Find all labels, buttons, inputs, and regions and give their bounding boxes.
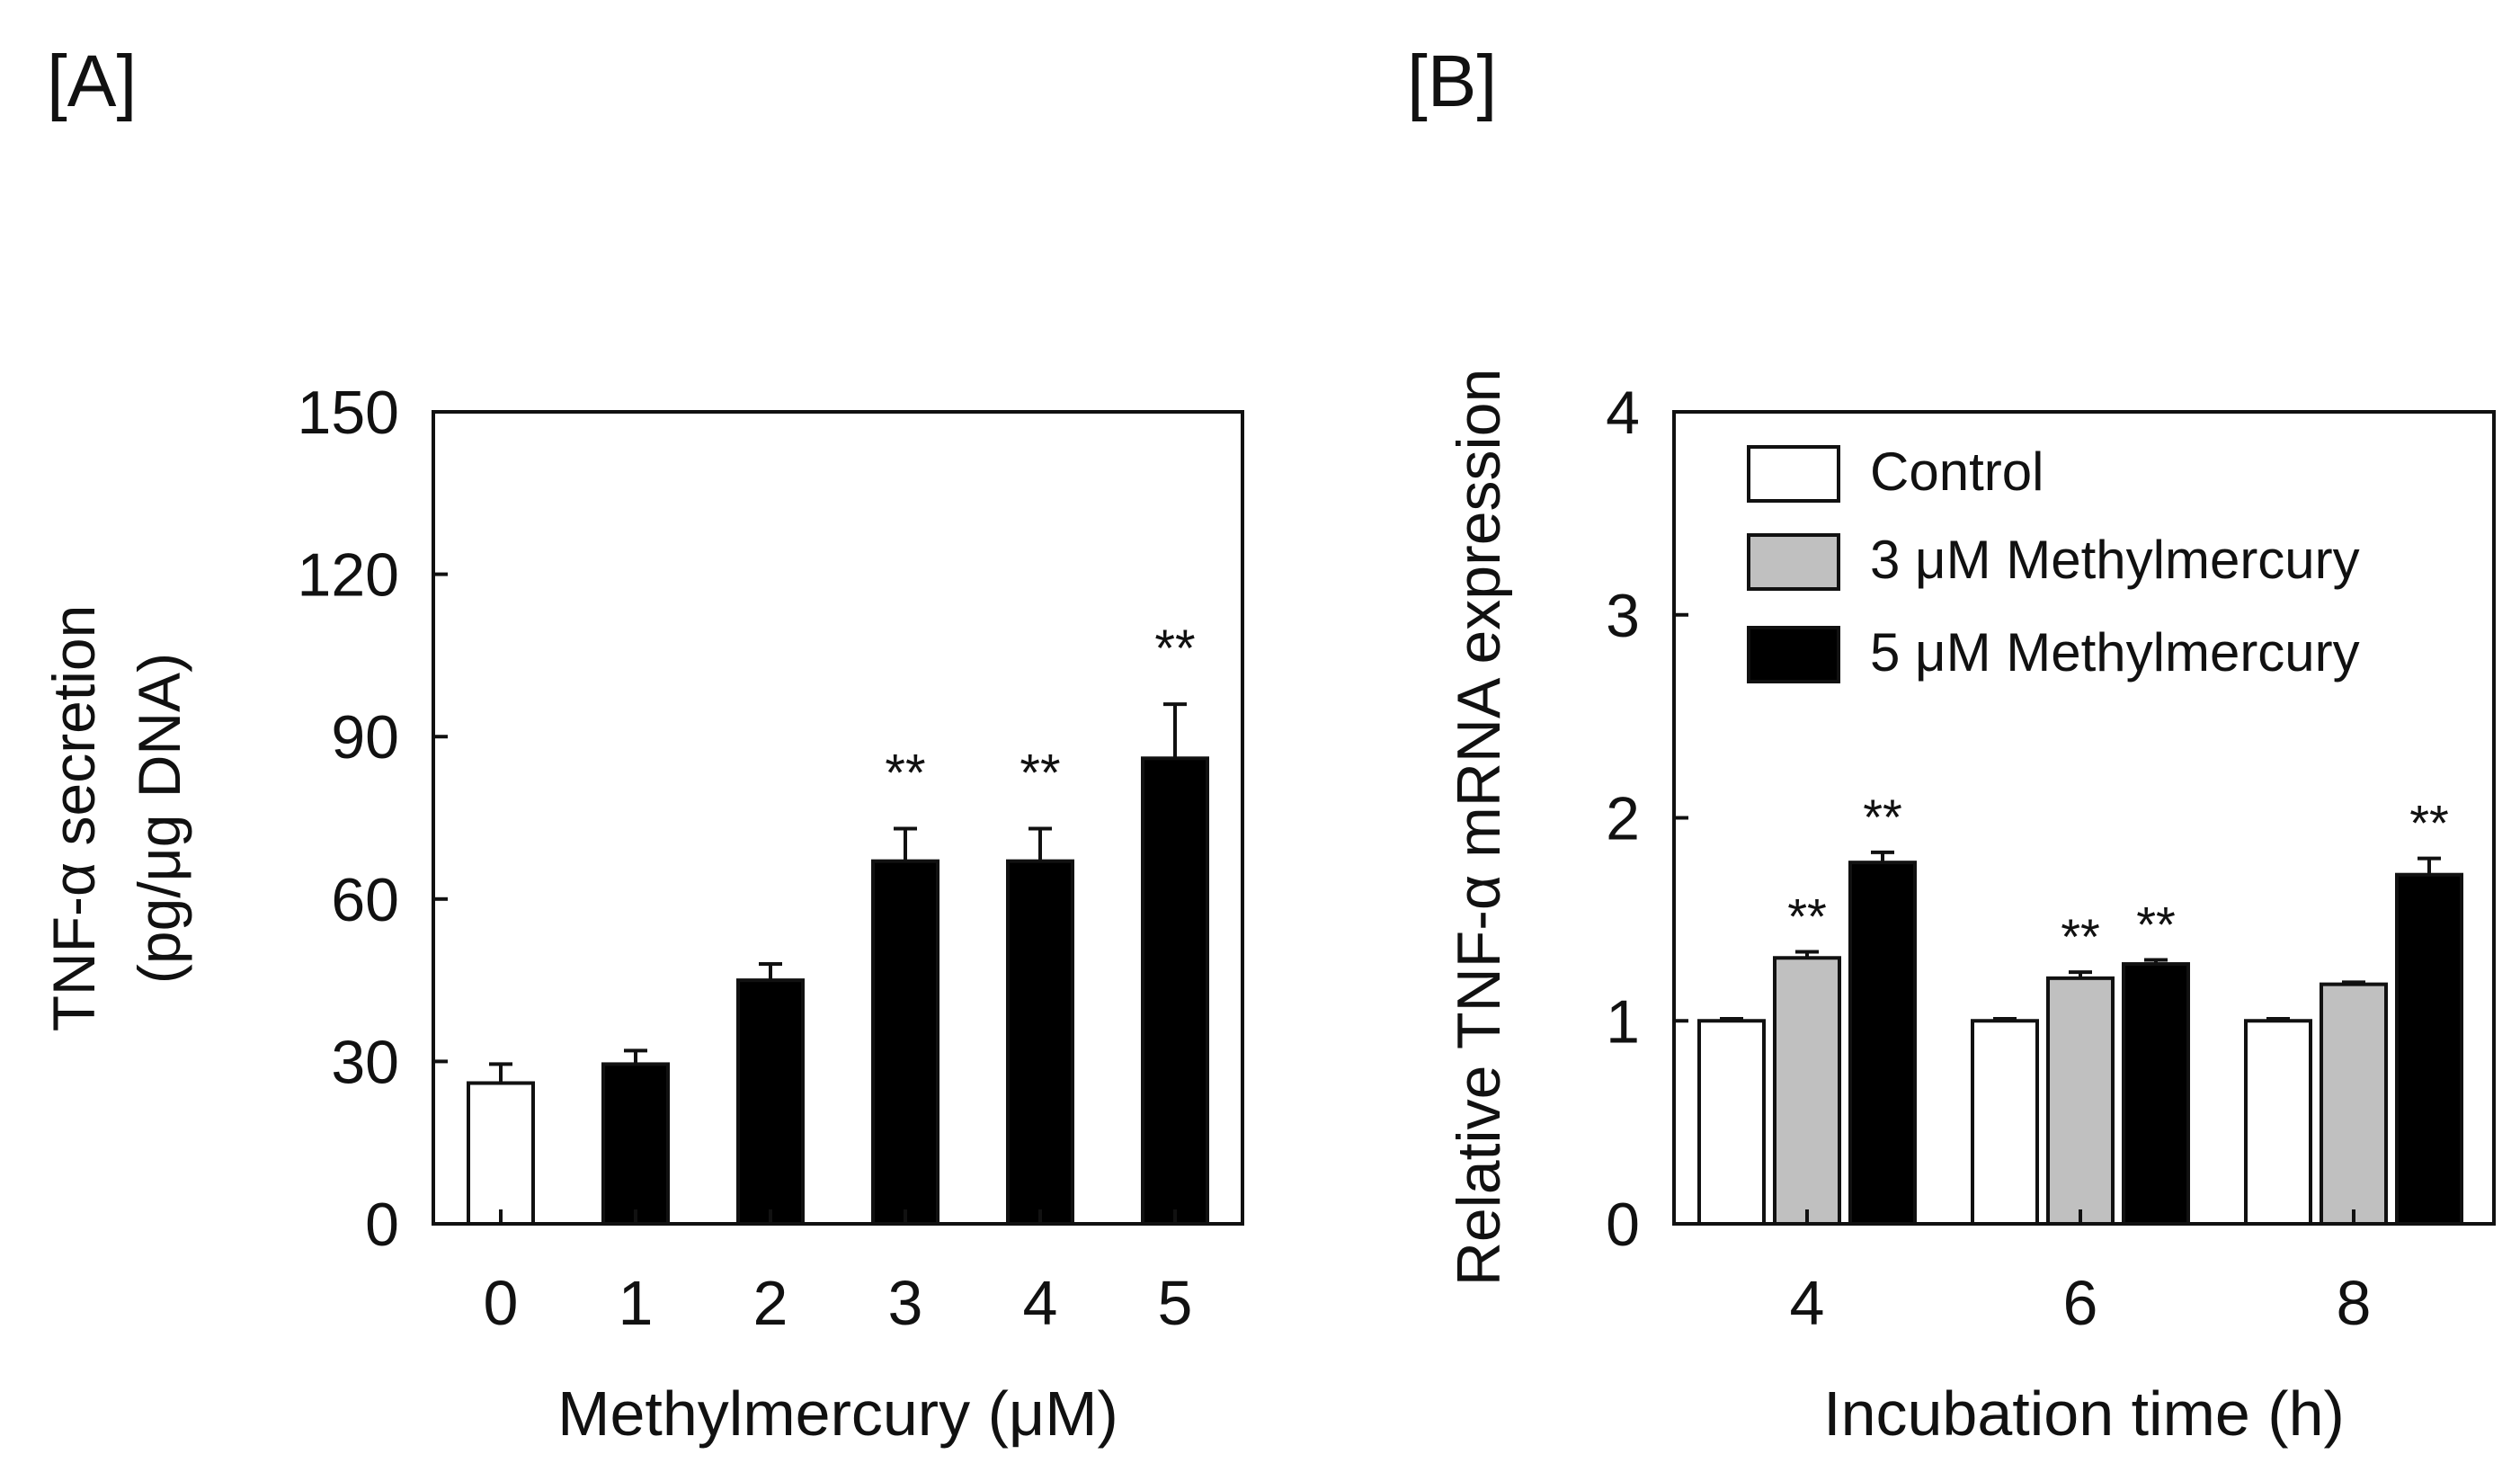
legend-swatch-control bbox=[1747, 445, 1840, 503]
panel-b-significance-mark: ** bbox=[2136, 897, 2176, 953]
panel-a-bar bbox=[467, 1081, 535, 1226]
panel-a-significance-mark: ** bbox=[1154, 620, 1195, 678]
panel-b-y-tick-label: 2 bbox=[1606, 785, 1640, 853]
panel-b-y-axis-label: Relative TNF-α mRNA expression bbox=[1445, 369, 1513, 1287]
panel-a: [A] 0 30 60 90 120 150 ** ** ** 0 1 2 3 4 5 TNF-α se… bbox=[40, 40, 1244, 1449]
panel-a-plot-area: 0 30 60 90 120 150 ** ** ** 0 1 2 3 4 5 bbox=[298, 379, 1244, 1338]
panel-b-bar bbox=[2395, 872, 2463, 1227]
panel-b-legend: Control 3 μM Methylmercury 5 μM Methylme… bbox=[1747, 442, 2360, 683]
panel-a-x-tick-label: 0 bbox=[484, 1268, 519, 1338]
panel-a-y-axis-label-line2: (pg/μg DNA) bbox=[126, 653, 192, 984]
panel-a-axis-frame bbox=[432, 410, 1244, 1226]
panel-b-bar bbox=[1773, 956, 1841, 1226]
panel-a-y-tick-label: 150 bbox=[298, 379, 399, 447]
panel-b-y-tick-label: 3 bbox=[1606, 582, 1640, 650]
panel-a-y-axis-label-line1: TNF-α secretion bbox=[40, 605, 107, 1032]
panel-b-x-axis-label: Incubation time (h) bbox=[1823, 1378, 2345, 1449]
panel-a-y-tick-label: 60 bbox=[331, 866, 399, 934]
legend-label-control: Control bbox=[1870, 442, 2044, 502]
panel-a-significance-mark: ** bbox=[1020, 745, 1060, 803]
panel-a-y-tick-label: 0 bbox=[365, 1191, 399, 1259]
panel-b-bar bbox=[2320, 982, 2388, 1226]
panel-a-y-tick-label: 90 bbox=[331, 703, 399, 772]
panel-a-label: [A] bbox=[47, 40, 137, 122]
panel-b-bar bbox=[2122, 962, 2190, 1227]
panel-a-x-tick-label: 1 bbox=[619, 1268, 654, 1338]
panel-b-y-tick-label: 4 bbox=[1606, 379, 1640, 447]
panel-a-y-tick-label: 30 bbox=[331, 1028, 399, 1096]
panel-a-x-ticks: 0 1 2 3 4 5 bbox=[484, 1209, 1193, 1338]
panel-b-y-tick-label: 1 bbox=[1606, 987, 1640, 1056]
panel-b-bars: ** ** ** ** ** bbox=[1697, 789, 2463, 1227]
panel-b-x-tick-label: 8 bbox=[2337, 1268, 2372, 1338]
panel-a-bar bbox=[871, 859, 939, 1226]
panel-b-y-ticks: 0 1 2 3 4 bbox=[1606, 379, 1688, 1259]
panel-a-bar bbox=[1006, 859, 1074, 1226]
panel-a-bar bbox=[601, 1062, 670, 1227]
panel-b-bar bbox=[1848, 861, 1917, 1226]
panel-b-bar bbox=[1971, 1019, 2039, 1226]
panel-b-bar bbox=[1697, 1019, 1766, 1226]
panel-b-bar bbox=[2046, 976, 2115, 1227]
panel-a-bar bbox=[736, 978, 805, 1226]
panel-b-x-tick-label: 4 bbox=[1790, 1268, 1825, 1338]
panel-a-x-tick-label: 3 bbox=[888, 1268, 923, 1338]
panel-a-x-tick-label: 2 bbox=[753, 1268, 788, 1338]
legend-swatch-5um bbox=[1747, 626, 1840, 683]
legend-label-3um: 3 μM Methylmercury bbox=[1870, 530, 2360, 590]
panel-a-y-ticks: 0 30 60 90 120 150 bbox=[298, 379, 448, 1259]
panel-a-x-tick-label: 4 bbox=[1023, 1268, 1058, 1338]
panel-a-bars: ** ** ** bbox=[467, 620, 1209, 1227]
panel-a-x-tick-label: 5 bbox=[1158, 1268, 1193, 1338]
panel-a-significance-mark: ** bbox=[885, 745, 925, 803]
panel-b-y-tick-label: 0 bbox=[1606, 1191, 1640, 1259]
panel-a-bar bbox=[1141, 756, 1209, 1226]
panel-a-y-tick-label: 120 bbox=[298, 541, 399, 610]
panel-b-significance-mark: ** bbox=[2409, 795, 2449, 852]
legend-label-5um: 5 μM Methylmercury bbox=[1870, 622, 2360, 683]
panel-b-x-tick-label: 6 bbox=[2063, 1268, 2098, 1338]
panel-b-significance-mark: ** bbox=[2061, 908, 2100, 965]
panel-b-significance-mark: ** bbox=[1787, 888, 1827, 944]
panel-b-significance-mark: ** bbox=[1863, 789, 1902, 845]
panel-a-x-axis-label: Methylmercury (μM) bbox=[557, 1378, 1118, 1449]
panel-b-bar bbox=[2244, 1019, 2312, 1226]
panel-b: [B] 0 1 2 3 4 ** ** ** ** ** 4 6 8 Control 3 μM Me… bbox=[1407, 40, 2496, 1449]
panel-b-plot-area: 0 1 2 3 4 ** ** ** ** ** 4 6 8 bbox=[1606, 379, 2496, 1338]
legend-swatch-3um bbox=[1747, 533, 1840, 591]
panel-b-x-ticks: 4 6 8 bbox=[1790, 1209, 2372, 1338]
panel-b-label: [B] bbox=[1407, 40, 1497, 122]
